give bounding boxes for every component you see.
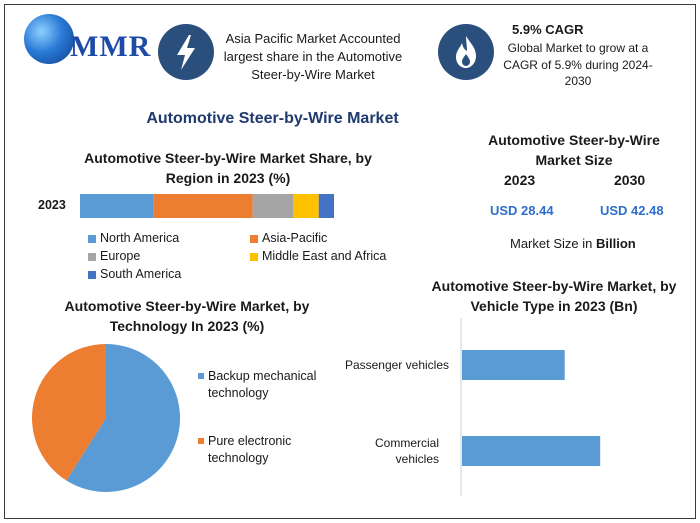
- main-title: Automotive Steer-by-Wire Market: [146, 110, 399, 127]
- market-size-year-2030: 2030: [614, 172, 646, 188]
- flame-icon: [438, 24, 494, 80]
- vehicle-bar-passenger-vehicles: [462, 350, 565, 380]
- legend-label: North America: [100, 231, 180, 245]
- market-size-value-2030: USD 42.48: [600, 203, 664, 218]
- banner-apac-text: Asia Pacific Market Accounted largest sh…: [223, 31, 403, 82]
- market-size-note-unit: Billion: [595, 236, 636, 251]
- vehicle-bar-commercial-vehicles: [462, 436, 601, 466]
- technology-legend-item-backup-mechanical-technology: Backup mechanical technology: [198, 368, 326, 402]
- vehicle-bar-chart: Passenger vehicles Commercial vehicles: [345, 318, 601, 496]
- region-legend-item-middle-east-and-africa: Middle East and Africa: [250, 249, 386, 263]
- technology-legend-item-pure-electronic-technology: Pure electronic technology: [198, 433, 326, 467]
- legend-label: Middle East and Africa: [262, 249, 387, 263]
- region-legend-item-europe: Europe: [88, 249, 140, 263]
- region-legend-item-asia-pacific: Asia-Pacific: [250, 231, 327, 245]
- pie-slice-pure-electronic-technology: [31, 344, 106, 481]
- pie-slice-backup-mechanical-technology: [66, 344, 180, 492]
- market-size-value-2023: USD 28.44: [490, 203, 554, 218]
- region-stacked-bar: [80, 194, 334, 218]
- region-chart-category-label: 2023: [38, 198, 66, 212]
- logo-text: MMR: [70, 30, 152, 63]
- region-bar-segment-north-america: [80, 194, 154, 218]
- technology-pie: [31, 344, 180, 492]
- legend-swatch: [198, 438, 204, 444]
- technology-chart-title: Automotive Steer-by-Wire Market, by Tech…: [64, 298, 310, 334]
- region-bar-segment-middle-east-and-africa: [293, 194, 319, 218]
- region-bar-segment-europe: [252, 194, 294, 218]
- legend-swatch: [88, 234, 96, 243]
- legend-swatch: [250, 252, 258, 261]
- vehicle-chart-title: Automotive Steer-by-Wire Market, by Vehi…: [431, 278, 677, 314]
- legend-swatch: [88, 270, 96, 279]
- region-legend-item-south-america: South America: [88, 267, 181, 281]
- globe-icon: [24, 14, 74, 64]
- legend-label: Asia-Pacific: [262, 231, 328, 245]
- legend-swatch: [88, 252, 96, 261]
- market-size-note-prefix: Market Size in: [510, 236, 596, 251]
- legend-swatch: [198, 373, 204, 379]
- region-legend-item-north-america: North America: [88, 231, 179, 245]
- region-chart-title: Automotive Steer-by-Wire Market Share, b…: [84, 150, 372, 186]
- cagr-text: Global Market to grow at a CAGR of 5.9% …: [503, 41, 653, 88]
- market-size-year-2023: 2023: [504, 172, 536, 188]
- legend-label: Europe: [100, 249, 141, 263]
- legend-label: Pure electronic technology: [208, 434, 292, 465]
- cagr-title: 5.9% CAGR: [512, 22, 584, 37]
- market-size-title: Automotive Steer-by-Wire Market Size: [488, 132, 660, 168]
- market-size-note: Market Size in Billion: [510, 236, 636, 251]
- vehicle-category-label: Passenger vehicles: [345, 358, 449, 372]
- vehicle-category-label: Commercial vehicles: [375, 436, 439, 466]
- legend-label: Backup mechanical technology: [208, 369, 317, 400]
- lightning-icon: [158, 24, 214, 80]
- region-bar-segment-south-america: [318, 194, 334, 218]
- legend-label: South America: [100, 267, 182, 281]
- region-bar-segment-asia-pacific: [153, 194, 253, 218]
- legend-swatch: [250, 234, 258, 243]
- infographic-frame: [4, 4, 696, 519]
